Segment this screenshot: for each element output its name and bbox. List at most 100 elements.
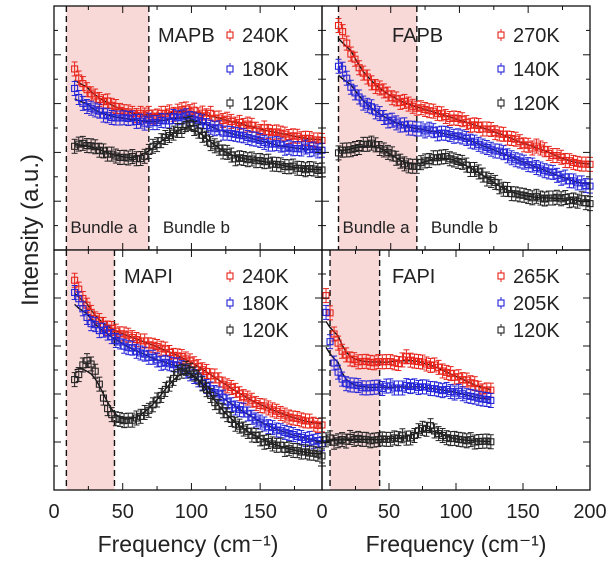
panel-title: FAPB [392, 25, 443, 47]
data-point [536, 161, 545, 177]
point-marker [354, 358, 362, 366]
data-point [343, 35, 351, 51]
point-marker [421, 157, 429, 165]
data-point [95, 103, 103, 119]
point-marker [240, 425, 248, 433]
data-point [79, 76, 87, 92]
data-point [425, 121, 433, 137]
region-label: Bundle a [342, 218, 410, 237]
data-point [79, 135, 87, 151]
data-point [112, 148, 120, 164]
data-point [351, 140, 359, 156]
data-point [297, 412, 305, 428]
point-marker [359, 69, 367, 77]
region-label: Bundle a [70, 218, 138, 237]
point-marker [219, 129, 227, 137]
point-marker [310, 420, 318, 428]
data-point [264, 400, 272, 416]
series-270k [334, 18, 594, 172]
point-marker [71, 376, 79, 384]
data-point [372, 104, 380, 120]
data-point [367, 135, 376, 151]
point-marker [406, 356, 414, 364]
data-point [454, 110, 462, 126]
data-point [268, 136, 277, 152]
point-marker [524, 161, 532, 169]
point-marker [314, 450, 322, 458]
data-point [79, 95, 87, 111]
point-marker [149, 341, 157, 349]
data-point [386, 378, 394, 394]
point-marker [273, 160, 281, 168]
data-point [211, 121, 219, 137]
data-point [264, 419, 272, 435]
point-marker [549, 194, 557, 202]
data-point [508, 150, 516, 166]
data-point [334, 433, 342, 449]
data-point [351, 51, 359, 67]
point-marker [402, 434, 410, 442]
point-marker [343, 39, 351, 47]
point-marker [277, 441, 285, 449]
point-marker [198, 118, 206, 126]
point-marker [565, 177, 573, 185]
data-point [165, 128, 173, 144]
data-point [334, 145, 343, 161]
point-marker [384, 117, 392, 125]
point-marker [211, 372, 219, 380]
data-point [240, 151, 248, 166]
point-marker [439, 367, 447, 375]
legend-marker [497, 65, 505, 73]
data-point [380, 142, 388, 158]
data-point [289, 141, 297, 157]
point-marker [178, 113, 186, 121]
point-marker [516, 157, 524, 165]
point-marker [145, 147, 153, 155]
data-point [382, 354, 390, 370]
legend-item-270k: 270K [497, 25, 560, 47]
data-point [359, 95, 367, 111]
point-marker [161, 385, 169, 393]
panel-fapi: 0 50 100 150 200 FAPI 265K 205K 120K [316, 249, 607, 523]
point-marker [99, 98, 108, 106]
point-marker [124, 154, 132, 162]
data-point [438, 125, 446, 141]
point-marker [314, 136, 322, 144]
point-marker [438, 153, 446, 161]
point-marker [342, 351, 350, 359]
data-point [443, 381, 451, 397]
point-marker [439, 431, 447, 440]
data-point [363, 69, 371, 85]
point-marker [306, 134, 314, 143]
point-marker [549, 152, 557, 160]
data-point [362, 431, 370, 447]
point-marker [219, 380, 227, 388]
data-point [314, 417, 322, 433]
legend-marker [226, 31, 234, 39]
data-point [137, 345, 145, 361]
data-point [467, 388, 475, 404]
point-marker [227, 151, 235, 159]
data-point [574, 155, 582, 171]
data-point [409, 98, 417, 114]
point-marker [347, 146, 355, 154]
data-point [458, 129, 466, 145]
point-marker [366, 384, 374, 392]
y-axis-label: Intensity (a.u.) [17, 154, 44, 306]
point-marker [435, 386, 443, 394]
data-point [402, 378, 410, 394]
point-marker [108, 113, 116, 122]
data-point [524, 189, 532, 205]
point-marker [108, 101, 116, 109]
data-point [95, 376, 103, 392]
data-point [475, 390, 483, 406]
legend-item-265k: 265K [497, 266, 560, 288]
point-marker [479, 395, 487, 403]
data-point [306, 413, 314, 429]
data-point [467, 432, 475, 448]
data-point [153, 392, 161, 408]
data-point [388, 146, 396, 162]
data-point [418, 420, 427, 436]
data-point [268, 402, 277, 418]
data-point [165, 113, 173, 129]
